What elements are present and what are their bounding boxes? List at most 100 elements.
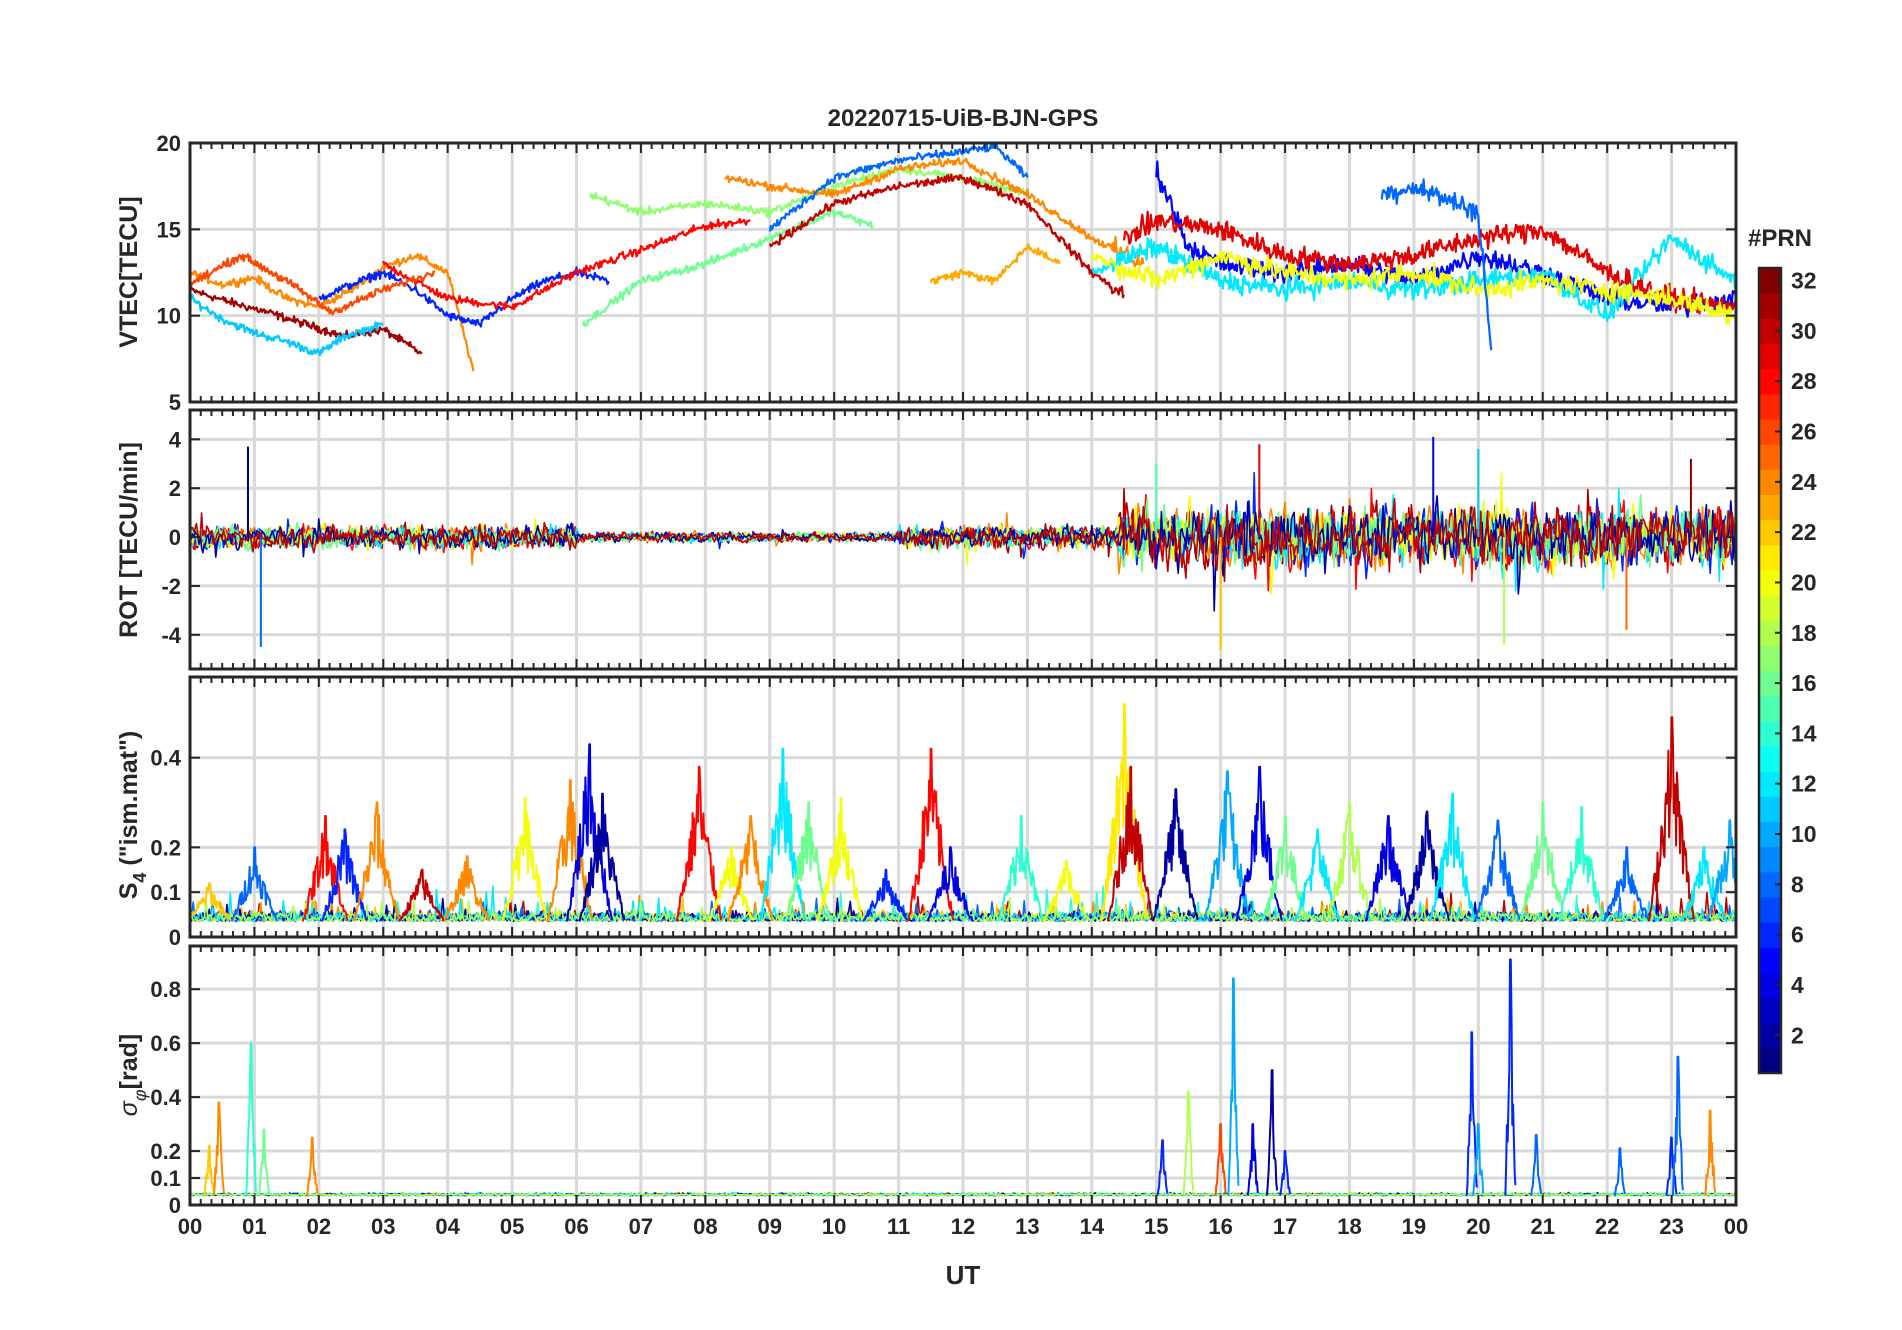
vtec-series-15 — [1380, 178, 1493, 351]
s4-peak-12 — [707, 846, 755, 922]
s4-peak-2 — [301, 815, 349, 922]
x-tick-label-12: 12 — [951, 1214, 975, 1239]
colorbar-swatch-1 — [1759, 1047, 1781, 1074]
colorbar-tick-label-6: 6 — [1791, 922, 1804, 948]
vtec-series-9 — [768, 173, 1126, 299]
vtec-ytick-label-0: 5 — [169, 390, 181, 415]
colorbar-tick-label-4: 4 — [1791, 972, 1804, 998]
x-tick-label-15: 15 — [1144, 1214, 1168, 1239]
s4-peak-36 — [1603, 846, 1650, 922]
s4-peak-0 — [190, 882, 233, 922]
colorbar-swatch-28 — [1759, 368, 1781, 395]
s4-peak-35 — [1557, 806, 1605, 922]
colorbar-swatch-19 — [1759, 595, 1781, 621]
sigma_phi-ytick-label-1: 0.1 — [150, 1166, 181, 1191]
colorbar-swatch-24 — [1759, 469, 1781, 496]
vtec-series-14 — [1090, 250, 1736, 325]
s4-peak-14 — [759, 747, 806, 922]
rot-ytick-label-4: 4 — [169, 427, 182, 452]
sigma-ylabel-rest: [rad] — [115, 1034, 143, 1090]
s4-peak-6 — [443, 855, 491, 922]
colorbar-swatch-12 — [1759, 771, 1781, 797]
vtec-series-1 — [190, 253, 475, 372]
s4-peak-34 — [1519, 801, 1566, 922]
x-tick-label-16: 16 — [1208, 1214, 1232, 1239]
vtec-series-7 — [724, 156, 1145, 268]
s4-peak-24 — [1152, 788, 1199, 922]
colorbar-tick-label-24: 24 — [1791, 469, 1817, 495]
colorbar-swatch-31 — [1759, 293, 1781, 319]
colorbar-swatch-27 — [1759, 393, 1781, 420]
sigma_phi-peak-8 — [1227, 977, 1240, 1196]
colorbar-tick-label-12: 12 — [1791, 771, 1817, 797]
s4-peak-38 — [1680, 846, 1728, 922]
s4-peak-16 — [817, 797, 864, 922]
panel-rot: -4 -2 0 2 4 — [161, 408, 1738, 671]
vtec-series-5 — [581, 209, 874, 327]
x-tick-label-7: 07 — [629, 1214, 653, 1239]
x-tick-label-23: 23 — [1659, 1214, 1683, 1239]
x-tick-label-2: 02 — [307, 1214, 331, 1239]
colorbar-tick-label-18: 18 — [1791, 620, 1817, 646]
colorbar-frame — [1757, 266, 1783, 1075]
colorbar-swatch-16 — [1759, 670, 1781, 697]
s4-peak-8 — [546, 779, 594, 922]
vtec-series-2 — [190, 293, 384, 357]
x-tick-label-18: 18 — [1337, 1214, 1361, 1239]
x-tick-label-22: 22 — [1595, 1214, 1619, 1239]
rot-data — [190, 436, 1736, 650]
s4-peak-19 — [926, 846, 974, 922]
rot-series-8 — [190, 497, 1736, 580]
colorbar-swatch-17 — [1759, 645, 1781, 672]
s4-peak-37 — [1648, 716, 1695, 922]
x-tick-label-13: 13 — [1015, 1214, 1039, 1239]
colorbar-swatch-30 — [1759, 318, 1781, 345]
s4-ytick-label-2: 0.2 — [150, 835, 181, 860]
colorbar-swatch-14 — [1759, 720, 1781, 747]
panel-s4: 0 0.1 0.2 0.4 — [150, 675, 1738, 950]
s4-peak-9 — [565, 743, 613, 922]
x-tick-label-4: 04 — [435, 1214, 460, 1239]
s4-peak-7 — [501, 797, 549, 922]
sigma_phi-peak-18 — [1671, 1055, 1684, 1196]
sigma_phi-peak-4 — [306, 1136, 319, 1196]
x-tick-label-5: 05 — [500, 1214, 524, 1239]
s4-peak-25 — [1203, 770, 1251, 922]
colorbar-swatch-3 — [1759, 997, 1781, 1024]
sigma_phi-peak-0 — [203, 1144, 216, 1196]
x-tick-label-8: 08 — [693, 1214, 717, 1239]
s4-peak-32 — [1429, 792, 1476, 922]
s4-x-ticks — [189, 677, 1737, 937]
colorbar-swatch-6 — [1759, 922, 1781, 948]
s4-ylabel-main: S — [115, 883, 143, 900]
colorbar-swatch-5 — [1759, 947, 1781, 973]
s4-peak-21 — [1042, 859, 1090, 922]
sigma_phi-peak-19 — [1704, 1109, 1717, 1196]
s4-peak-1 — [230, 846, 278, 922]
vtec-series-3 — [318, 266, 610, 328]
colorbar-swatch-9 — [1759, 846, 1781, 873]
s4-data — [190, 702, 1736, 923]
sigma_phi-peak-2 — [245, 1042, 258, 1196]
colorbar-tick-label-28: 28 — [1791, 368, 1817, 394]
x-tick-label-21: 21 — [1531, 1214, 1555, 1239]
s4-peak-30 — [1364, 815, 1412, 922]
s4-peak-10 — [578, 792, 626, 922]
vtec-data — [190, 143, 1736, 372]
colorbar-tick-label-30: 30 — [1791, 318, 1817, 344]
colorbar-swatch-15 — [1759, 695, 1781, 722]
s4-ytick-label-3: 0.4 — [150, 746, 181, 771]
panel-vtec: 5 10 15 20 — [157, 131, 1738, 415]
s4-peak-20 — [997, 815, 1045, 922]
colorbar-swatch-2 — [1759, 1022, 1781, 1049]
colorbar-swatch-23 — [1759, 494, 1781, 521]
sigma-ylabel-sub: φ — [130, 1089, 150, 1101]
colorbar-swatch-18 — [1759, 620, 1781, 646]
sigma_phi-peak-10 — [1266, 1069, 1279, 1196]
colorbar-swatch-26 — [1759, 418, 1781, 445]
s4-peak-23 — [1106, 765, 1154, 922]
x-tick-label-9: 09 — [758, 1214, 782, 1239]
sigma_phi-peak-14 — [1504, 958, 1517, 1196]
